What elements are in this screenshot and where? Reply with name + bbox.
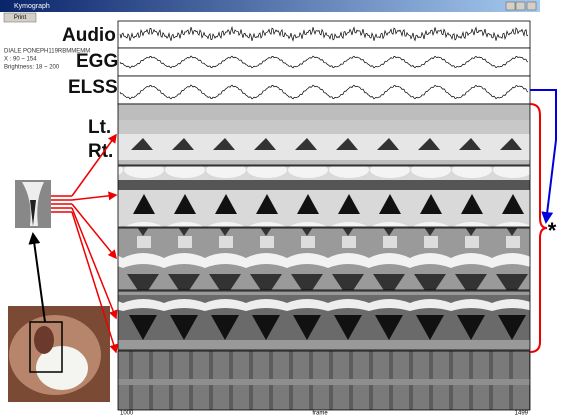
print-label[interactable]: Print [14,15,27,21]
glottis-thumbnail [15,180,51,228]
waveform [119,84,529,100]
waveform [119,25,529,42]
info-line: DIALE PONEPH119RBMMEMM [4,49,90,55]
marker-star: * [548,218,557,243]
axis-label: frame [312,411,328,417]
signal-label: EGG [76,51,118,72]
print-button[interactable] [3,12,37,23]
info-line: Brightness: 18 ~ 200 [4,65,60,71]
zoom-arrow [28,232,46,323]
waveform-panels [117,20,531,105]
brace [529,103,548,353]
info-line: X : 90 ~ 154 [4,57,37,63]
side-label: Lt. [88,117,111,138]
kymograph-strips [117,103,531,411]
signal-label: Audio [62,25,116,46]
line-arrows [51,133,119,354]
waveform [119,55,529,69]
axis-end: 1499 [515,411,529,417]
window-controls[interactable] [505,1,537,11]
endoscope-photo [8,306,110,402]
signal-label: ELSS [68,77,118,98]
title-bar [0,0,540,12]
window-title: Kymograph [14,3,50,10]
blue-arrow [530,89,557,224]
axis-start: 1000 [120,411,134,417]
